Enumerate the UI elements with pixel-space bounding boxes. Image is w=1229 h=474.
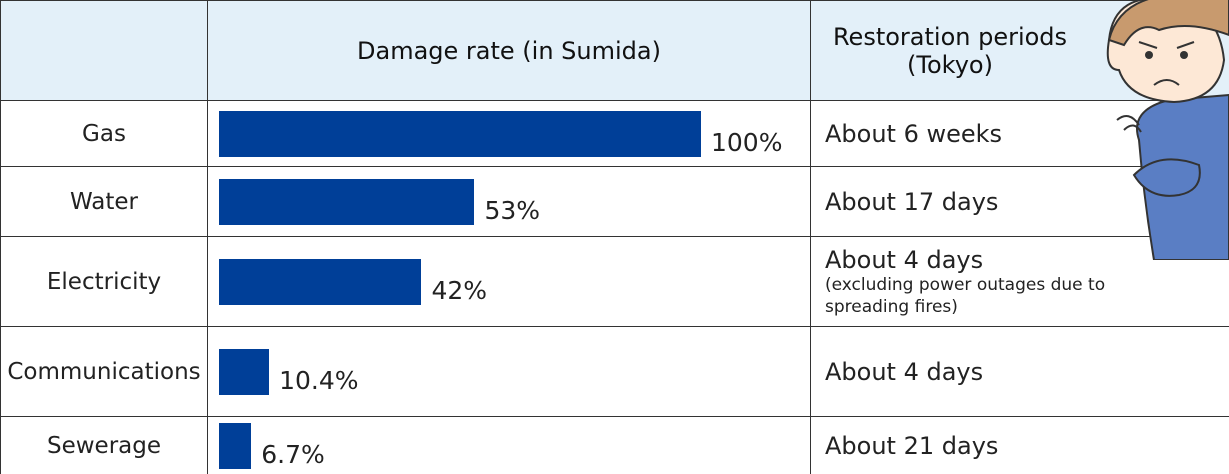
bar	[219, 423, 252, 469]
header-text: Damage rate (in Sumida)	[357, 36, 661, 65]
header-damage: Damage rate (in Sumida)	[207, 0, 811, 101]
restoration-text: About 4 days	[825, 245, 984, 274]
header-empty	[0, 0, 208, 101]
restoration-cell: About 6 weeks	[810, 100, 1229, 167]
bar	[219, 110, 701, 157]
restoration-cell: About 21 days	[810, 416, 1229, 474]
bar	[219, 258, 422, 305]
value-label: 10.4%	[279, 365, 359, 395]
row-label: Electricity	[0, 236, 208, 327]
value-label: 100%	[711, 127, 783, 157]
restoration-text: About 6 weeks	[825, 119, 1003, 148]
restoration-text: About 17 days	[825, 187, 999, 216]
restoration-text: About 21 days	[825, 432, 999, 460]
restoration-cell: About 4 days	[810, 326, 1229, 417]
bar	[219, 178, 475, 225]
bar	[219, 348, 270, 395]
row-label: Water	[0, 166, 208, 237]
value-label: 6.7%	[261, 440, 325, 469]
row-label: Sewerage	[0, 416, 208, 474]
header-text: Restoration periods	[832, 22, 1068, 51]
worried-character	[1106, 0, 1229, 260]
value-label: 42%	[431, 275, 488, 305]
header-text: (Tokyo)	[907, 50, 993, 79]
restoration-note: (excluding power outages due to spreadin…	[825, 274, 1106, 317]
restoration-text: About 4 days	[825, 357, 984, 386]
row-label: Communications	[0, 326, 208, 417]
row-label: Gas	[0, 100, 208, 167]
value-label: 53%	[484, 195, 541, 225]
